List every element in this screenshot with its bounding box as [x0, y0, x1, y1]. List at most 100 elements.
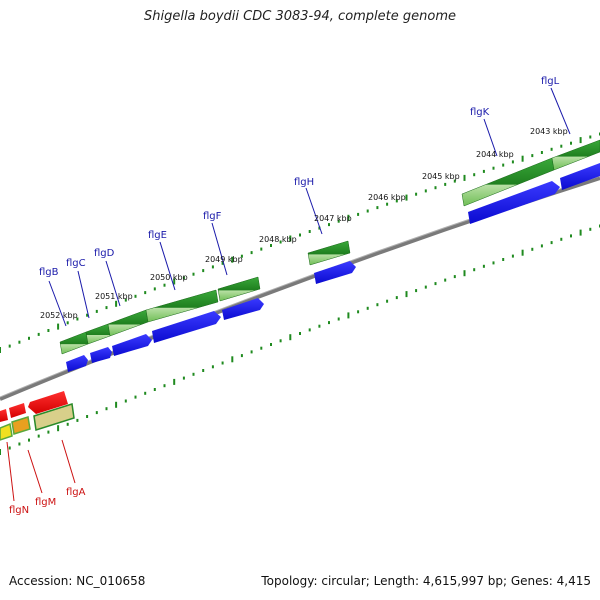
ruler-minor-tick — [28, 438, 30, 442]
ruler-minor-tick — [540, 151, 543, 154]
scale-labels: 2052 kbp 2051 kbp 2050 kbp 2049 kbp 2048… — [40, 127, 568, 320]
ruler-minor-tick — [270, 244, 272, 247]
gene-flgF[interactable] — [222, 298, 264, 320]
scale-label: 2052 kbp — [40, 311, 78, 320]
gene-label-flgL[interactable]: flgL — [541, 76, 560, 87]
ruler-minor-tick — [337, 317, 340, 321]
ruler-major-tick — [463, 270, 466, 277]
ruler-minor-tick — [550, 241, 553, 245]
ruler-minor-tick — [76, 418, 79, 422]
cds-flgN[interactable] — [0, 409, 8, 422]
ruler-minor-tick — [124, 399, 127, 403]
ruler-major-tick — [173, 378, 176, 385]
gene-label-flgC[interactable]: flgC — [66, 258, 86, 269]
gene-flgD[interactable] — [112, 334, 152, 356]
ruler-minor-tick — [473, 268, 476, 272]
ruler-minor-tick — [589, 227, 592, 231]
scale-label: 2044 kbp — [476, 150, 514, 159]
ruler-minor-tick — [28, 336, 30, 340]
ruler-minor-tick — [37, 434, 40, 438]
ruler-minor-tick — [18, 442, 21, 446]
scale-label: 2046 kbp — [368, 193, 406, 202]
cds-flgE[interactable] — [145, 289, 219, 323]
cds-flgH[interactable] — [307, 240, 351, 266]
ruler-major-tick — [0, 347, 1, 353]
gene-label-flgA[interactable]: flgA — [66, 487, 86, 498]
ruler-minor-tick — [279, 240, 282, 244]
gene-label-flgB[interactable]: flgB — [39, 267, 59, 278]
ruler-minor-tick — [299, 233, 301, 237]
ruler-major-tick — [0, 449, 1, 455]
ruler-minor-tick — [221, 261, 224, 265]
ruler-major-tick — [347, 312, 350, 319]
ruler-minor-tick — [134, 294, 137, 298]
gene-flgN[interactable] — [0, 422, 13, 441]
ruler-minor-tick — [424, 285, 427, 289]
cds-flgM[interactable] — [9, 403, 26, 418]
gene-label-flgH[interactable]: flgH — [294, 177, 314, 188]
forward-gene-labels: flgB flgC flgD flgE flgF flgH flgK flgL — [39, 76, 560, 278]
gene-flgC[interactable] — [90, 347, 112, 363]
cds-flgL[interactable] — [551, 139, 600, 171]
gene-flgK[interactable] — [468, 181, 560, 224]
ruler-minor-tick — [37, 332, 40, 336]
ruler-minor-tick — [453, 275, 456, 279]
ruler-minor-tick — [444, 278, 447, 282]
ruler-minor-tick — [366, 209, 369, 213]
ruler-minor-tick — [250, 251, 253, 255]
gene-flgH[interactable] — [314, 261, 356, 284]
gene-flgL[interactable] — [560, 163, 600, 190]
cds-flgB[interactable] — [59, 331, 89, 355]
ruler-minor-tick — [560, 144, 563, 148]
gene-label-flgD[interactable]: flgD — [94, 248, 115, 259]
cds-flgF[interactable] — [217, 276, 261, 302]
gene-flgM[interactable] — [11, 416, 31, 435]
gene-label-flgF[interactable]: flgF — [203, 211, 222, 222]
gene-label-flgN[interactable]: flgN — [9, 505, 29, 516]
ruler-minor-tick — [376, 206, 379, 210]
ruler-minor-tick — [182, 276, 185, 280]
cds-flgA[interactable] — [28, 391, 68, 414]
ruler-minor-tick — [531, 154, 534, 158]
ruler-minor-tick — [95, 309, 98, 313]
ruler-minor-tick — [376, 303, 379, 307]
ruler-minor-tick — [270, 343, 272, 346]
forward-gene-track — [66, 163, 600, 372]
gene-label-flgM[interactable]: flgM — [35, 497, 56, 508]
ruler-major-tick — [521, 155, 524, 162]
cds-flgC[interactable] — [85, 323, 111, 345]
ruler-major-tick — [289, 334, 292, 341]
ruler-minor-tick — [299, 332, 301, 335]
ruler-minor-tick — [318, 226, 321, 230]
ruler-minor-tick — [66, 321, 69, 325]
ruler-minor-tick — [482, 264, 485, 268]
ruler-minor-tick — [434, 282, 437, 286]
gene-label-flgE[interactable]: flgE — [148, 230, 167, 241]
gene-flgE[interactable] — [152, 311, 221, 343]
gene-label-flgK[interactable]: flgK — [470, 107, 490, 118]
gene-flgA[interactable] — [33, 403, 75, 431]
ruler-minor-tick — [163, 283, 166, 287]
ruler-minor-tick — [202, 269, 205, 273]
reverse-cds-track — [0, 391, 68, 422]
ruler-major-tick — [289, 235, 292, 242]
gene-flgB[interactable] — [66, 355, 88, 372]
ruler-major-tick — [405, 291, 408, 298]
cds-flgD[interactable] — [107, 309, 149, 337]
ruler-minor-tick — [260, 346, 263, 350]
ruler-minor-tick — [482, 169, 485, 173]
ruler-major-tick — [115, 401, 118, 408]
ruler-minor-tick — [105, 306, 108, 310]
ruler-minor-tick — [76, 317, 79, 321]
ruler-minor-tick — [424, 189, 427, 193]
ruler-major-tick — [463, 174, 466, 181]
ruler-minor-tick — [240, 354, 243, 358]
ruler-minor-tick — [357, 212, 360, 216]
ruler-minor-tick — [560, 237, 563, 241]
topology-text: Topology: circular; Length: 4,615,997 bp… — [261, 574, 591, 588]
scale-label: 2043 kbp — [530, 127, 568, 136]
ruler-minor-tick — [395, 296, 398, 300]
ruler-major-tick — [57, 425, 60, 432]
ruler-minor-tick — [570, 141, 572, 145]
